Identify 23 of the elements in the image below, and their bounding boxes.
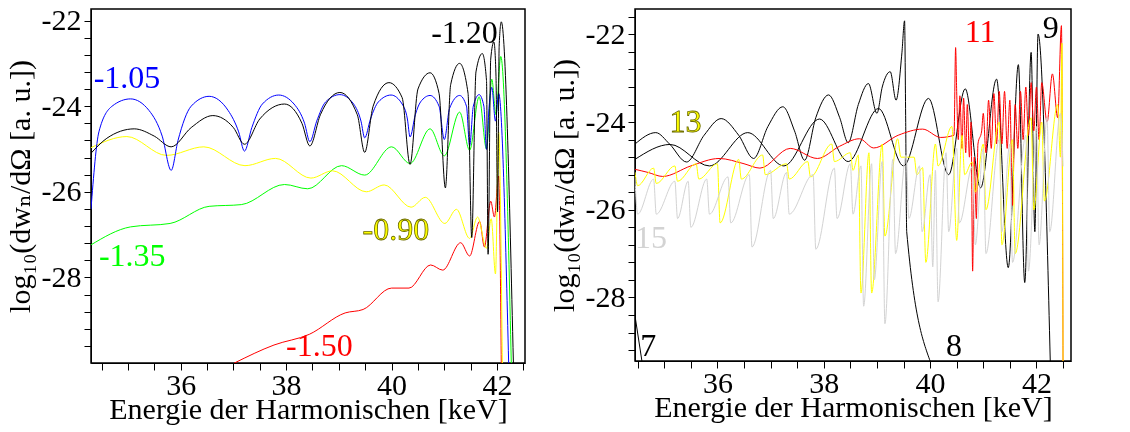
series-label: -0.90 <box>362 211 430 248</box>
y-tick-label: -26 <box>585 192 626 226</box>
series-label: -1.20 <box>431 14 498 51</box>
y-tick-label: -26 <box>41 174 82 208</box>
series-label: 13 <box>669 103 702 140</box>
y-axis-title: log₁₀(dwₙ/dΩ [a. u.]) <box>546 59 581 312</box>
series-label: 8 <box>946 326 963 363</box>
series-label: 9 <box>1042 8 1059 45</box>
y-tick-label: -22 <box>585 16 626 50</box>
y-tick-label: -22 <box>41 3 82 37</box>
y-axis-title: log₁₀(dwₙ/dΩ [a. u.]) <box>2 60 37 313</box>
x-tick-label: 38 <box>271 367 302 401</box>
y-tick-label: -24 <box>41 88 82 122</box>
series-label: -1.05 <box>93 59 161 96</box>
y-tick-label: -24 <box>585 104 626 138</box>
line-series <box>635 112 1064 325</box>
x-tick-label: 38 <box>809 365 840 399</box>
series-label: 7 <box>640 326 657 363</box>
series-label: -1.50 <box>286 326 353 363</box>
y-tick-label: -28 <box>41 259 82 293</box>
y-tick-label: -28 <box>585 279 626 313</box>
series-label: 11 <box>964 13 996 50</box>
series-label: -1.35 <box>98 236 166 273</box>
